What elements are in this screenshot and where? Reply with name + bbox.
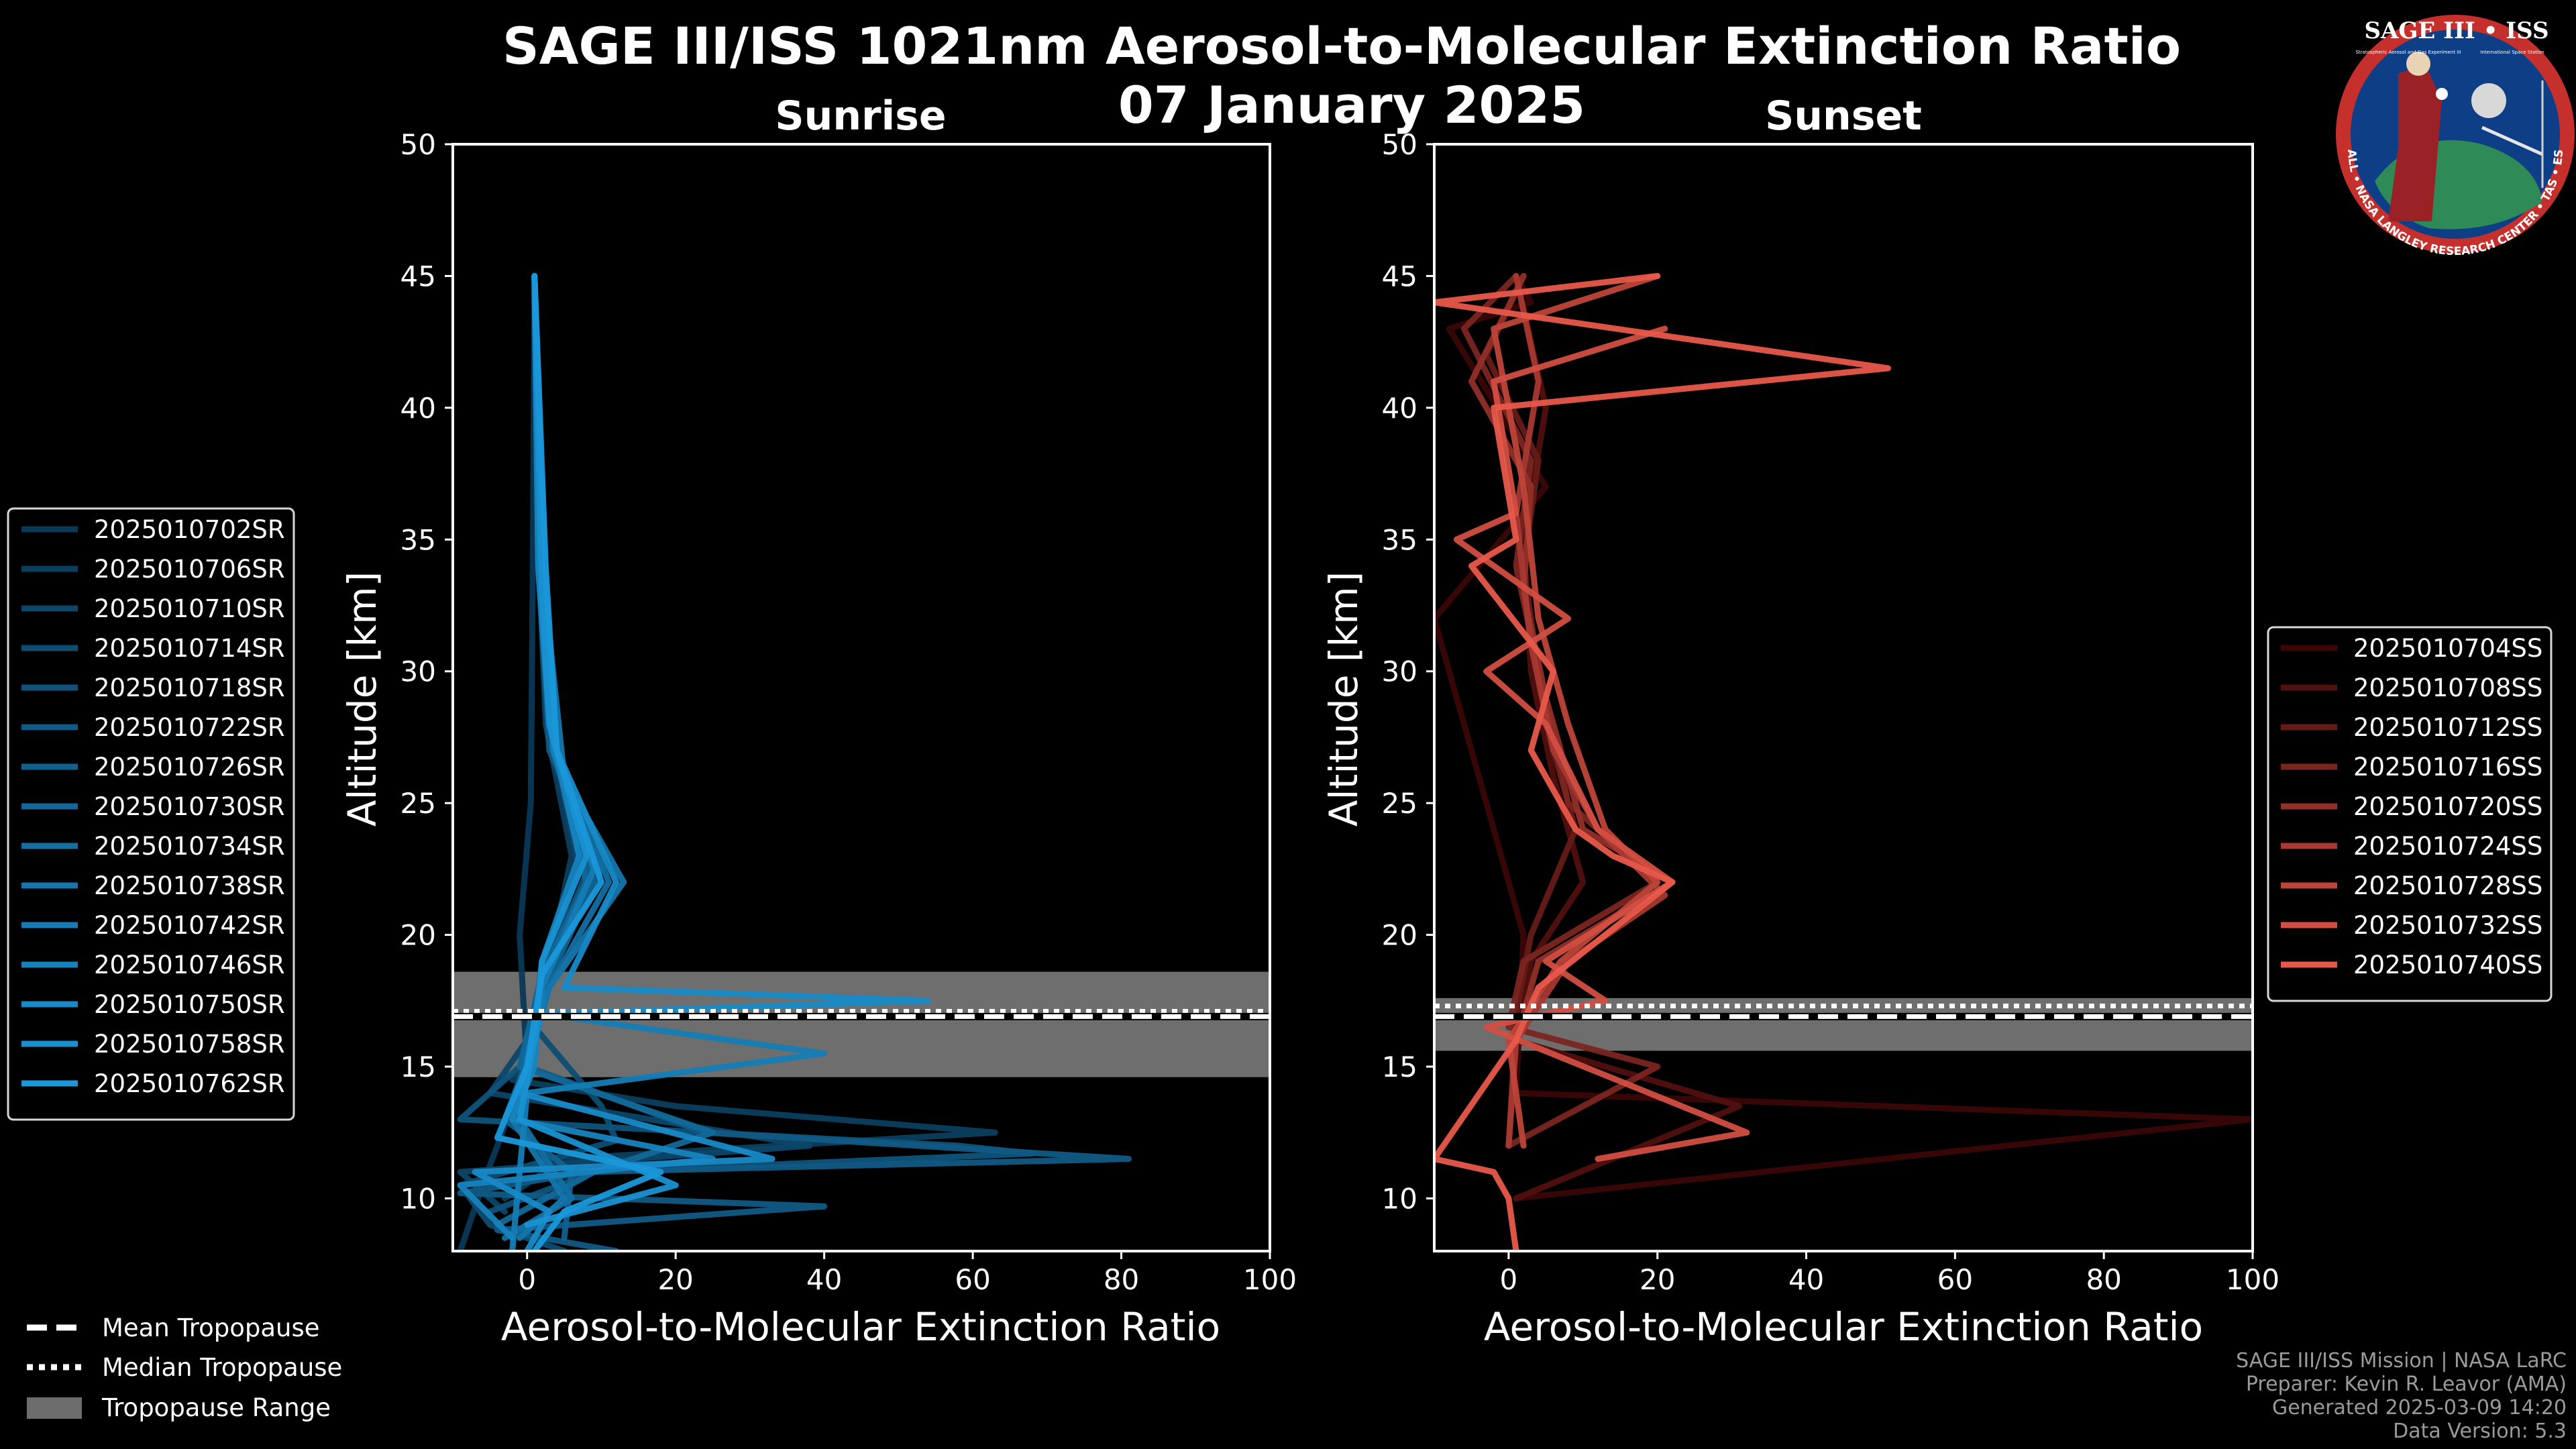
tropopause-range-label: Tropopause Range [101,1393,331,1422]
sunrise-legend-label: 2025010758SR [94,1030,285,1059]
credit-mission: SAGE III/ISS Mission | NASA LaRC [2236,1349,2567,1373]
sunset-xlabel: Aerosol-to-Molecular Extinction Ratio [1484,1304,2203,1350]
sunrise-legend-label: 2025010706SR [94,555,285,584]
sunset-ytick-label: 30 [1382,655,1417,688]
sunrise-ytick-label: 25 [400,787,436,820]
logo-small-right: International Space Station [2480,50,2544,55]
figure-title: SAGE III/ISS 1021nm Aerosol-to-Molecular… [502,16,2181,76]
sunset-ytick-label: 20 [1382,919,1417,952]
sunset-ytick-label: 15 [1382,1051,1417,1083]
sunset-ytick-label: 40 [1382,392,1417,425]
sunrise-xtick-label: 0 [518,1263,536,1296]
sunset-legend-label: 2025010732SS [2353,911,2542,940]
sunset-panel-title: Sunset [1765,93,1922,140]
sunset-ylabel: Altitude [km] [1321,572,1366,826]
sunrise-ytick-label: 30 [400,655,436,688]
sunrise-panel: 0 20 40 60 80 100 10 15 20 25 30 35 40 45 50 [400,128,1297,1296]
sunrise-ytick-label: 35 [400,523,436,556]
sunrise-ytick-label: 50 [400,128,436,161]
sunrise-axes-frame [451,143,1271,1252]
sunrise-legend-label: 2025010714SR [94,634,285,663]
figure-subtitle: 07 January 2025 [1118,75,1585,135]
sunrise-legend-label: 2025010738SR [94,871,285,900]
sunset-ytick-label: 45 [1382,260,1417,292]
common-legend: Mean Tropopause Median Tropopause Tropop… [27,1313,342,1422]
sunset-xtick-label: 60 [1937,1263,1973,1296]
sunset-legend-label: 2025010708SS [2353,674,2542,702]
sunrise-legend-box [7,507,295,1121]
sunrise-ytick-label: 45 [400,260,436,292]
sunrise-xtick-label: 80 [1104,1263,1139,1296]
sunrise-series-group [457,272,1132,1251]
sunrise-legend-label: 2025010746SR [94,951,285,979]
sunrise-legend-label: 2025010722SR [94,713,285,742]
sunrise-ytick-label: 15 [400,1051,436,1083]
sunrise-legend-label: 2025010718SR [94,674,285,702]
sunset-series-2025010740SS [1434,272,1891,1251]
sunset-legend-label: 2025010724SS [2353,832,2542,861]
sunset-xtick-label: 40 [1788,1263,1824,1296]
sunset-legend-label: 2025010712SS [2353,713,2542,742]
sunrise-xtick-label: 40 [806,1263,842,1296]
sunrise-series-2025010762SR [494,272,664,1251]
credits: SAGE III/ISS Mission | NASA LaRC Prepare… [2236,1349,2567,1443]
credit-generated: Generated 2025-03-09 14:20 [2272,1396,2567,1419]
credit-version: Data Version: 5.3 [2393,1419,2567,1443]
sunrise-legend-label: 2025010710SR [94,594,285,623]
sunrise-legend-label: 2025010726SR [94,753,285,782]
sunset-ytick-label: 35 [1382,523,1417,556]
sunset-xtick-label: 80 [2086,1263,2121,1296]
sunrise-ylabel: Altitude [km] [339,572,385,826]
sunrise-legend-label: 2025010762SR [94,1069,285,1098]
sunrise-legend-label: 2025010702SR [94,515,285,544]
sunrise-legend-label: 2025010730SR [94,792,285,821]
sunrise-ytick-label: 10 [400,1182,436,1215]
mean-tropopause-label: Mean Tropopause [102,1313,320,1342]
logo-title: SAGE III • ISS [2364,17,2548,44]
tropopause-range-swatch [27,1397,82,1419]
sunrise-panel-title: Sunrise [775,93,946,140]
sunrise-legend-label: 2025010750SR [94,990,285,1019]
sunrise-legend: 2025010702SR 2025010706SR 2025010710SR 2025… [7,507,295,1121]
sunrise-legend-label: 2025010734SR [94,832,285,861]
sunset-axes-frame [1433,143,2254,1252]
sunset-legend-label: 2025010720SS [2353,792,2542,821]
sunset-xtick-label: 20 [1640,1263,1675,1296]
sunset-legend: 2025010704SS 2025010708SS 2025010712SS 2025… [2267,626,2553,1002]
sunrise-ytick-label: 40 [400,392,436,425]
sunrise-xtick-label: 20 [657,1263,693,1296]
sunset-legend-label: 2025010716SS [2353,753,2542,782]
sunset-ytick-label: 25 [1382,787,1417,820]
sunrise-legend-label: 2025010742SR [94,911,285,940]
sunrise-ytick-label: 20 [400,919,436,952]
sunset-xtick-label: 0 [1500,1263,1518,1296]
sunrise-xtick-label: 60 [955,1263,990,1296]
sunset-ytick-label: 10 [1382,1182,1417,1215]
median-tropopause-label: Median Tropopause [102,1353,342,1382]
credit-preparer: Preparer: Kevin R. Leavor (AMA) [2246,1373,2567,1396]
sunset-xtick-label: 100 [2226,1263,2279,1296]
sunset-legend-box [2267,626,2553,1002]
sunset-legend-label: 2025010728SS [2353,871,2542,900]
logo-small-left: Stratospheric Aerosol and Gas Experiment… [2355,50,2461,55]
sunrise-xtick-label: 100 [1243,1263,1297,1296]
sunset-panel: 0 20 40 60 80 100 10 15 20 25 30 35 40 45 50 [1382,128,2280,1296]
sunset-series-group [1434,272,2253,1251]
sunset-legend-label: 2025010740SS [2353,951,2542,979]
sunrise-xlabel: Aerosol-to-Molecular Extinction Ratio [501,1304,1220,1350]
sunset-legend-label: 2025010704SS [2353,634,2542,663]
sunset-series-2025010732SS [1453,325,1750,1162]
sunset-ytick-label: 50 [1382,128,1417,161]
